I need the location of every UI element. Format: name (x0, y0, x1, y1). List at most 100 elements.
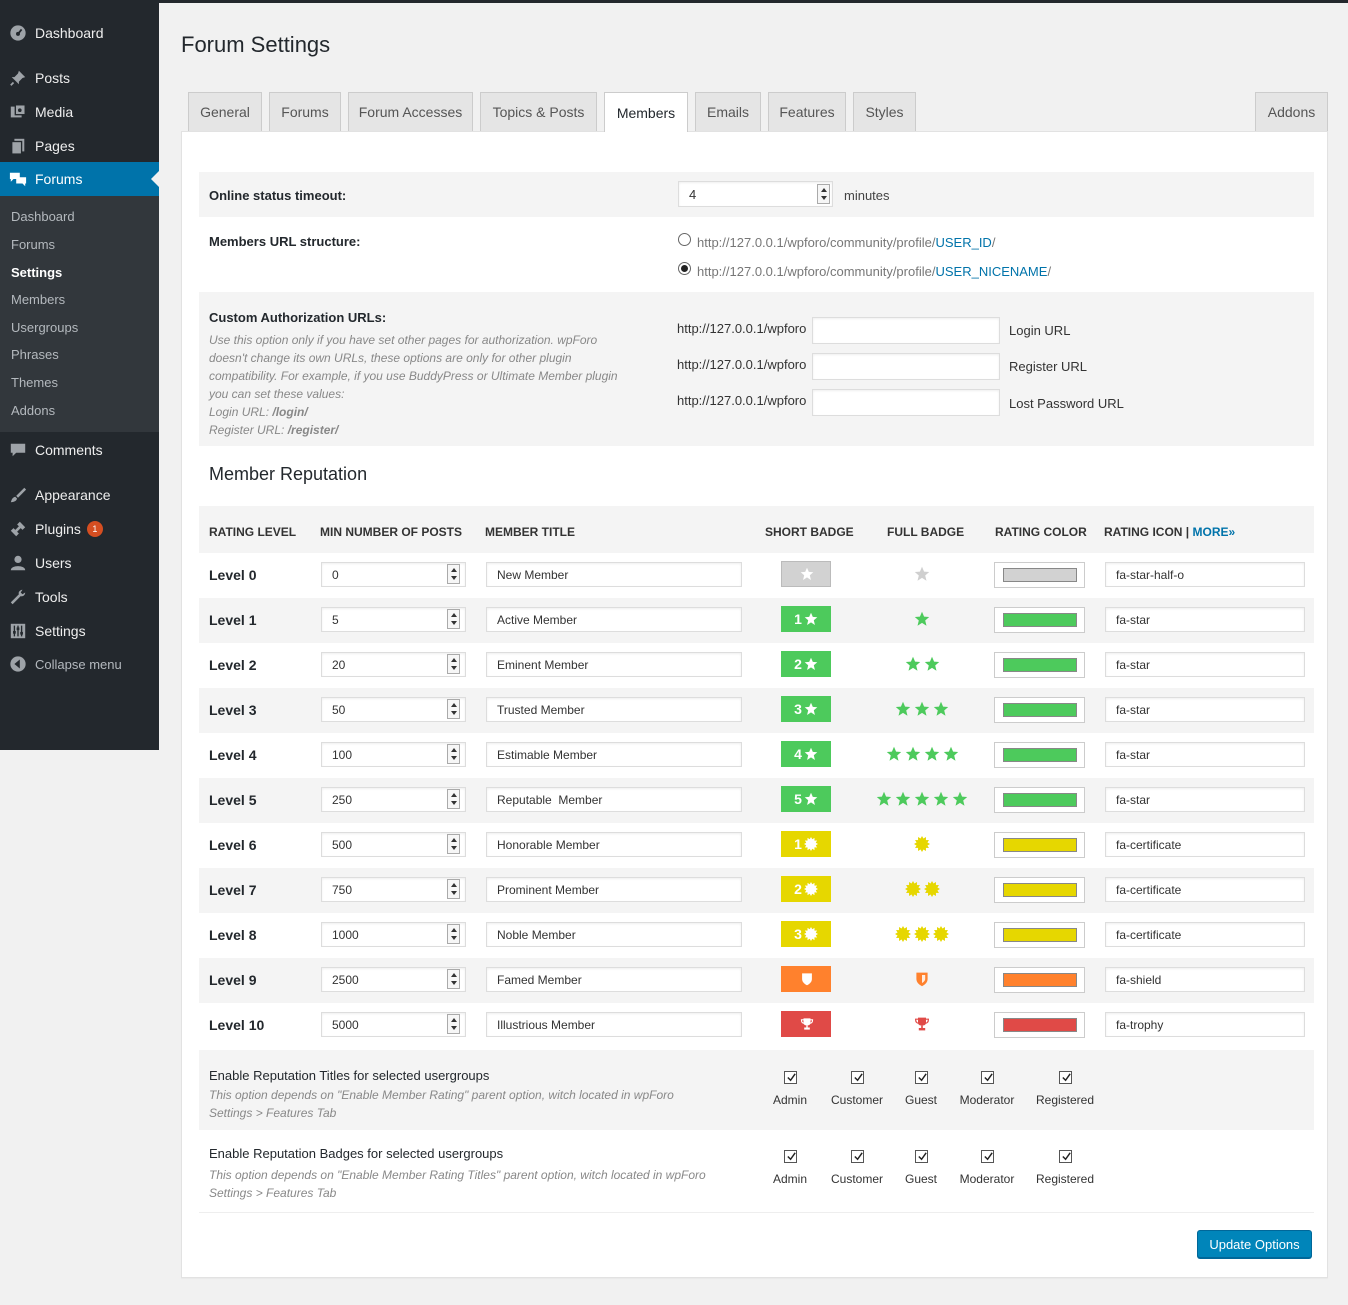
level-title-input[interactable] (486, 1012, 742, 1037)
update-options-button[interactable]: Update Options (1197, 1230, 1312, 1258)
submenu-forums[interactable]: Forums (11, 237, 56, 252)
level-color-picker[interactable] (994, 967, 1085, 993)
menu-plugins[interactable]: Plugins 1 (0, 512, 159, 546)
level-icon-input[interactable] (1105, 832, 1305, 857)
menu-media[interactable]: Media (0, 95, 159, 129)
level-posts-spinner[interactable] (447, 654, 460, 674)
level-posts-spinner[interactable] (447, 564, 460, 584)
level-min-posts-input[interactable] (321, 922, 466, 947)
level-min-posts-input[interactable] (321, 697, 466, 722)
level-icon-input[interactable] (1105, 652, 1305, 677)
level-icon-input[interactable] (1105, 922, 1305, 947)
level-color-picker[interactable] (994, 877, 1085, 903)
level-posts-spinner[interactable] (447, 1014, 460, 1034)
level-title-input[interactable] (486, 787, 742, 812)
level-posts-spinner[interactable] (447, 789, 460, 809)
level-title-input[interactable] (486, 652, 742, 677)
level-title-input[interactable] (486, 877, 742, 902)
login-url-input[interactable] (812, 317, 1000, 344)
usergroup-checkbox[interactable] (784, 1150, 797, 1163)
menu-dashboard[interactable]: Dashboard (0, 16, 159, 50)
level-color-picker[interactable] (994, 787, 1085, 813)
tab-forums[interactable]: Forums (269, 92, 341, 131)
level-color-picker[interactable] (994, 832, 1085, 858)
level-posts-spinner[interactable] (447, 924, 460, 944)
level-title-input[interactable] (486, 607, 742, 632)
tab-styles[interactable]: Styles (853, 92, 916, 131)
submenu-themes[interactable]: Themes (11, 375, 58, 390)
level-posts-spinner[interactable] (447, 969, 460, 989)
more-icons-link[interactable]: MORE» (1192, 525, 1236, 539)
level-posts-spinner[interactable] (447, 699, 460, 719)
usergroup-checkbox[interactable] (851, 1150, 864, 1163)
level-color-picker[interactable] (994, 742, 1085, 768)
menu-tools[interactable]: Tools (0, 580, 159, 614)
usergroup-checkbox[interactable] (981, 1150, 994, 1163)
level-posts-spinner[interactable] (447, 609, 460, 629)
level-posts-spinner[interactable] (447, 879, 460, 899)
menu-appearance[interactable]: Appearance (0, 478, 159, 512)
menu-users[interactable]: Users (0, 546, 159, 580)
level-min-posts-input[interactable] (321, 742, 466, 767)
tab-emails[interactable]: Emails (695, 92, 761, 131)
tab-addons[interactable]: Addons (1255, 92, 1328, 131)
level-min-posts-input[interactable] (321, 877, 466, 902)
level-icon-input[interactable] (1105, 787, 1305, 812)
level-color-picker[interactable] (994, 1012, 1085, 1038)
online-status-input[interactable] (678, 181, 833, 207)
submenu-usergroups[interactable]: Usergroups (11, 320, 79, 335)
level-icon-input[interactable] (1105, 697, 1305, 722)
level-color-picker[interactable] (994, 697, 1085, 723)
register-url-input[interactable] (812, 353, 1000, 380)
submenu-addons[interactable]: Addons (11, 403, 56, 418)
level-title-input[interactable] (486, 922, 742, 947)
online-status-spinner[interactable] (817, 184, 830, 204)
level-color-picker[interactable] (994, 562, 1085, 588)
usergroup-checkbox[interactable] (915, 1150, 928, 1163)
level-icon-input[interactable] (1105, 877, 1305, 902)
menu-pages[interactable]: Pages (0, 129, 159, 163)
level-color-picker[interactable] (994, 652, 1085, 678)
menu-posts[interactable]: Posts (0, 61, 159, 95)
level-min-posts-input[interactable] (321, 1012, 466, 1037)
submenu-dashboard[interactable]: Dashboard (11, 209, 75, 224)
level-posts-spinner[interactable] (447, 834, 460, 854)
usergroup-checkbox[interactable] (1059, 1150, 1072, 1163)
level-min-posts-input[interactable] (321, 607, 466, 632)
level-color-picker[interactable] (994, 922, 1085, 948)
url-structure-radio-id[interactable] (678, 233, 691, 246)
tab-members-active[interactable]: Members (604, 92, 688, 132)
level-title-input[interactable] (486, 832, 742, 857)
level-title-input[interactable] (486, 967, 742, 992)
submenu-phrases[interactable]: Phrases (11, 347, 59, 362)
level-min-posts-input[interactable] (321, 832, 466, 857)
submenu-members[interactable]: Members (11, 292, 66, 307)
lost-password-url-input[interactable] (812, 389, 1000, 416)
submenu-settings[interactable]: Settings (11, 265, 63, 280)
url-structure-radio-nicename[interactable] (678, 262, 691, 275)
level-title-input[interactable] (486, 562, 742, 587)
level-icon-input[interactable] (1105, 967, 1305, 992)
level-title-input[interactable] (486, 742, 742, 767)
menu-comments[interactable]: Comments (0, 433, 159, 467)
tab-general[interactable]: General (188, 92, 262, 131)
tab-features[interactable]: Features (768, 92, 846, 131)
tab-topics-posts[interactable]: Topics & Posts (480, 92, 597, 131)
usergroup-checkbox[interactable] (784, 1071, 797, 1084)
usergroup-checkbox[interactable] (851, 1071, 864, 1084)
level-icon-input[interactable] (1105, 1012, 1305, 1037)
menu-forums[interactable]: Forums (0, 162, 159, 196)
usergroup-checkbox[interactable] (981, 1071, 994, 1084)
menu-collapse[interactable]: Collapse menu (0, 647, 159, 681)
level-posts-spinner[interactable] (447, 744, 460, 764)
level-color-picker[interactable] (994, 607, 1085, 633)
level-icon-input[interactable] (1105, 607, 1305, 632)
tab-forum-accesses[interactable]: Forum Accesses (348, 92, 473, 131)
menu-settings[interactable]: Settings (0, 614, 159, 648)
usergroup-checkbox[interactable] (1059, 1071, 1072, 1084)
level-min-posts-input[interactable] (321, 787, 466, 812)
level-min-posts-input[interactable] (321, 562, 466, 587)
level-min-posts-input[interactable] (321, 652, 466, 677)
level-icon-input[interactable] (1105, 742, 1305, 767)
level-min-posts-input[interactable] (321, 967, 466, 992)
